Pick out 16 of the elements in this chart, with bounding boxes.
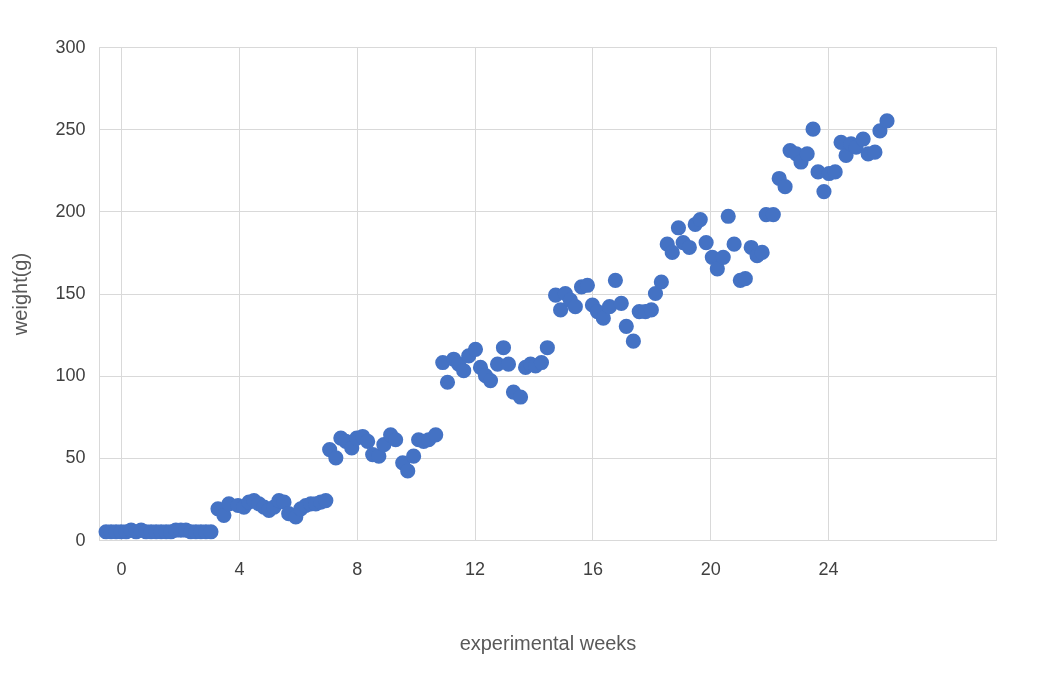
x-tick-label: 24 bbox=[818, 558, 839, 579]
x-tick-label: 20 bbox=[700, 558, 721, 579]
y-tick-label: 300 bbox=[55, 36, 86, 57]
x-tick-label: 0 bbox=[116, 558, 127, 579]
y-tick-label: 0 bbox=[75, 529, 86, 550]
y-tick-label: 200 bbox=[55, 200, 86, 221]
x-axis-title: experimental weeks bbox=[459, 631, 637, 654]
x-tick-label: 4 bbox=[234, 558, 245, 579]
y-tick-label: 150 bbox=[55, 283, 86, 303]
y-tick-label: 100 bbox=[55, 365, 86, 386]
x-tick-label: 12 bbox=[465, 558, 486, 579]
x-tick-label: 8 bbox=[352, 558, 363, 579]
y-axis-title: weight(g) bbox=[9, 252, 32, 337]
y-tick-label: 50 bbox=[65, 447, 86, 468]
y-tick-label: 250 bbox=[55, 118, 86, 139]
x-tick-label: 16 bbox=[582, 558, 603, 579]
